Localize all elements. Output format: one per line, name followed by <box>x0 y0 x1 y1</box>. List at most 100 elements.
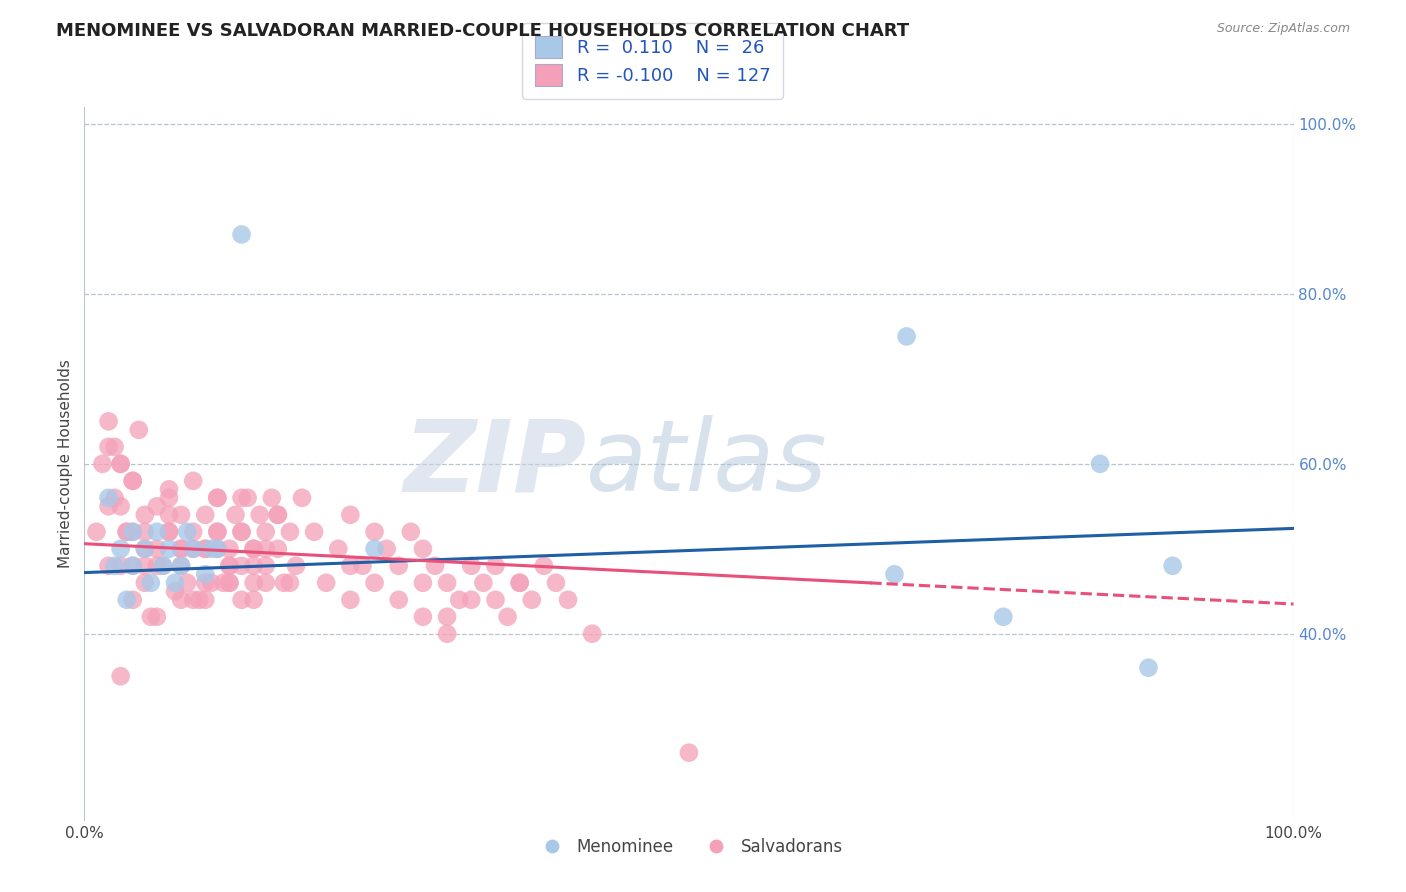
Point <box>121 474 143 488</box>
Point <box>242 541 264 556</box>
Point <box>315 575 337 590</box>
Point <box>254 541 277 556</box>
Point <box>278 524 301 539</box>
Point <box>181 541 204 556</box>
Point <box>363 575 385 590</box>
Point <box>207 524 229 539</box>
Point <box>121 558 143 573</box>
Point <box>388 592 411 607</box>
Point <box>97 500 120 514</box>
Text: MENOMINEE VS SALVADORAN MARRIED-COUPLE HOUSEHOLDS CORRELATION CHART: MENOMINEE VS SALVADORAN MARRIED-COUPLE H… <box>56 22 910 40</box>
Point <box>207 491 229 505</box>
Point <box>339 592 361 607</box>
Text: atlas: atlas <box>586 416 828 512</box>
Point <box>993 609 1015 624</box>
Point <box>200 541 222 556</box>
Point <box>267 541 290 556</box>
Point <box>207 524 229 539</box>
Point <box>121 592 143 607</box>
Point <box>254 524 277 539</box>
Point <box>128 423 150 437</box>
Point <box>254 558 277 573</box>
Point <box>412 575 434 590</box>
Point <box>267 508 290 522</box>
Point <box>121 524 143 539</box>
Point <box>273 575 295 590</box>
Point <box>896 329 918 343</box>
Point <box>146 558 169 573</box>
Point <box>212 575 235 590</box>
Y-axis label: Married-couple Households: Married-couple Households <box>58 359 73 568</box>
Point <box>460 592 482 607</box>
Point <box>170 558 193 573</box>
Point <box>231 558 253 573</box>
Point <box>194 541 217 556</box>
Point <box>134 541 156 556</box>
Point <box>231 227 253 242</box>
Point <box>176 575 198 590</box>
Point <box>218 575 240 590</box>
Point <box>134 541 156 556</box>
Point <box>104 491 127 505</box>
Point <box>883 567 905 582</box>
Point <box>509 575 531 590</box>
Point <box>170 541 193 556</box>
Point <box>97 558 120 573</box>
Point <box>146 609 169 624</box>
Point <box>218 558 240 573</box>
Point <box>181 524 204 539</box>
Point <box>328 541 350 556</box>
Point <box>412 609 434 624</box>
Point <box>181 541 204 556</box>
Point <box>236 491 259 505</box>
Point <box>181 474 204 488</box>
Point <box>157 524 180 539</box>
Point <box>170 508 193 522</box>
Point <box>484 558 506 573</box>
Point <box>121 474 143 488</box>
Point <box>97 491 120 505</box>
Point <box>188 592 211 607</box>
Point <box>157 508 180 522</box>
Point <box>284 558 308 573</box>
Point <box>115 524 138 539</box>
Point <box>194 541 217 556</box>
Point <box>181 592 204 607</box>
Point <box>152 558 174 573</box>
Point <box>207 541 229 556</box>
Point <box>520 592 543 607</box>
Point <box>157 541 180 556</box>
Point <box>388 558 411 573</box>
Point <box>449 592 471 607</box>
Point <box>472 575 495 590</box>
Point <box>97 414 120 428</box>
Point <box>231 491 253 505</box>
Point <box>157 524 180 539</box>
Point <box>260 491 283 505</box>
Point <box>152 558 174 573</box>
Point <box>207 541 229 556</box>
Point <box>412 541 434 556</box>
Point <box>104 440 127 454</box>
Point <box>157 483 180 497</box>
Text: Source: ZipAtlas.com: Source: ZipAtlas.com <box>1216 22 1350 36</box>
Point <box>678 746 700 760</box>
Point <box>242 541 264 556</box>
Point <box>218 541 240 556</box>
Point <box>134 575 156 590</box>
Point <box>302 524 325 539</box>
Point <box>194 575 217 590</box>
Point <box>86 524 108 539</box>
Point <box>104 558 127 573</box>
Point <box>225 508 247 522</box>
Point <box>363 524 385 539</box>
Point <box>484 592 506 607</box>
Point <box>139 575 162 590</box>
Point <box>557 592 579 607</box>
Point <box>496 609 519 624</box>
Point <box>399 524 422 539</box>
Point <box>110 669 132 683</box>
Point <box>110 500 132 514</box>
Point <box>134 508 156 522</box>
Legend: Menominee, Salvadorans: Menominee, Salvadorans <box>529 831 849 863</box>
